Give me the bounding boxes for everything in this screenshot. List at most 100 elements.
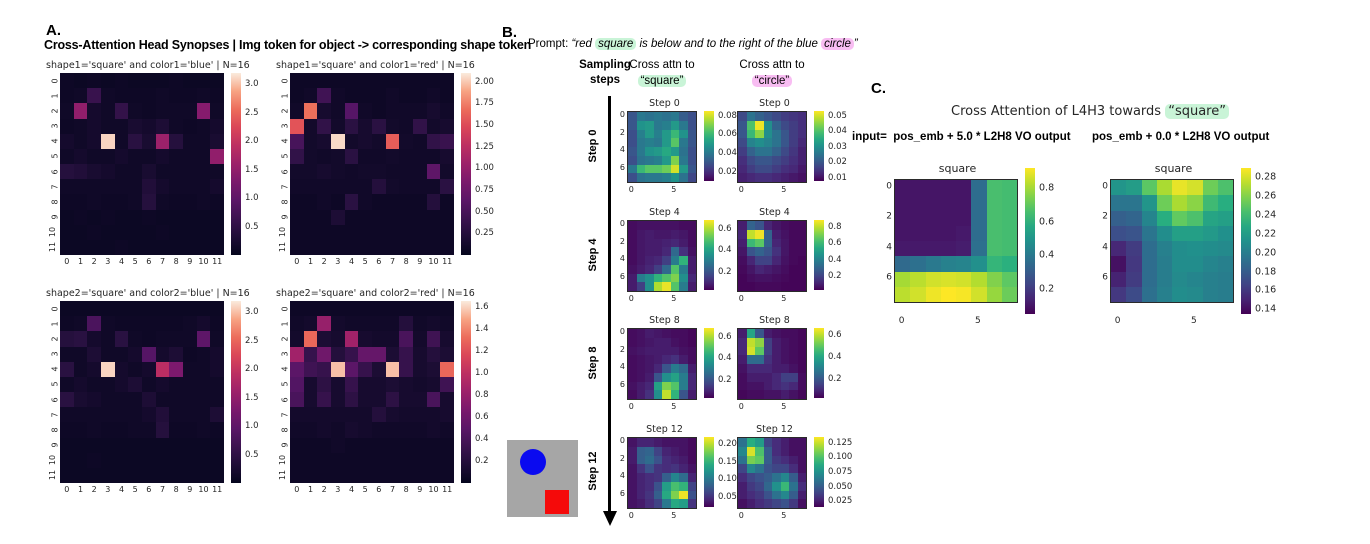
colorbar-tick-label: 0.04: [828, 126, 847, 137]
colorbar: 0.20 0.15 0.10 0.05: [704, 437, 737, 507]
heatmap-cell: [662, 490, 671, 500]
y-tick-label: 1: [280, 321, 290, 327]
heatmap-cell: [645, 155, 654, 165]
heatmap-cell: [746, 247, 755, 256]
heatmap-cell: [87, 346, 101, 362]
heatmap-cell: [895, 241, 911, 257]
heatmap-cell: [763, 164, 772, 174]
heatmap-cell: [101, 118, 115, 134]
heatmap-cell: [670, 455, 679, 465]
heatmap-cell: [210, 164, 224, 180]
heatmap-cell: [763, 129, 772, 139]
heatmap-cell: [910, 195, 926, 211]
heatmap-cell: [87, 194, 101, 210]
heatmap-cell: [331, 452, 345, 468]
heatmap-cell: [210, 88, 224, 104]
colorbar-gradient: [1241, 168, 1251, 314]
heatmap-cell: [670, 221, 679, 230]
heatmap-cell: [1001, 286, 1017, 302]
heatmap-cell: [1187, 271, 1203, 287]
heatmap-cell: [413, 194, 427, 210]
heatmap-cell: [372, 133, 386, 149]
heatmap-cell: [645, 372, 654, 382]
y-tick-label: 2: [619, 127, 625, 137]
colorbar: 0.6 0.4 0.2: [704, 220, 732, 290]
heatmap-cell: [956, 195, 972, 211]
heatmap-cell: [385, 407, 400, 423]
heatmap-cell: [746, 164, 755, 174]
heatmap-cell: [385, 467, 400, 483]
heatmap-cell: [303, 103, 318, 119]
heatmap-cell: [780, 438, 789, 447]
heatmap-cell: [142, 179, 156, 195]
heatmap-cell: [797, 329, 806, 338]
heatmap-c-right: square 0 2 4 6 0.28 0.26 0.24 0.22 0.20 0.18 0.16 0.…: [1096, 162, 1276, 326]
heatmap-cell: [645, 446, 654, 456]
heatmap-cell: [662, 390, 671, 399]
heatmap-cell: [413, 118, 427, 134]
heatmap-cell: [636, 355, 645, 364]
heatmap-cell: [1001, 241, 1017, 257]
heatmap-cell: [385, 346, 400, 362]
heatmap-cell: [358, 422, 372, 438]
heatmap-cell: [114, 103, 129, 119]
heatmap-cell: [73, 422, 88, 438]
heatmap-cell: [789, 164, 798, 174]
heatmap-cell: [687, 473, 696, 482]
heatmap-grid: [627, 111, 697, 183]
heatmap-cell: [426, 467, 441, 483]
heatmap-cell: [925, 271, 941, 287]
heatmap-cell: [679, 381, 688, 391]
heatmap-cell: [746, 438, 755, 447]
heatmap-cell: [746, 256, 755, 265]
colorbar-tick-label: 0.6: [828, 238, 842, 249]
heatmap-cell: [114, 148, 129, 164]
heatmap-cell: [73, 118, 88, 134]
heatmap-cell: [662, 112, 671, 121]
heatmap-title: shape1='square' and color1='red' | N=16: [276, 60, 475, 71]
heatmap-cell: [1126, 195, 1142, 211]
heatmap-cell: [755, 473, 764, 482]
heatmap-cell: [662, 229, 671, 239]
y-tick-label: 0: [1102, 181, 1108, 192]
heatmap-cell: [426, 103, 441, 119]
heatmap-cell: [142, 437, 156, 453]
x-tick-label: 6: [376, 257, 382, 266]
panel-c-input-right: pos_emb + 0.0 * L2H8 VO output: [1092, 131, 1269, 143]
heatmap-cell: [210, 452, 224, 468]
heatmap-cell: [73, 392, 88, 408]
heatmap-cell: [290, 316, 304, 332]
colorbar-tick-label: 1.4: [475, 323, 489, 334]
heatmap-cell: [797, 112, 806, 121]
heatmap-cell: [73, 361, 88, 377]
heatmap-cell: [385, 316, 400, 332]
heatmap-cell: [755, 381, 764, 391]
x-tick-label: 1: [307, 485, 314, 494]
y-tick-label: 6: [619, 271, 625, 281]
heatmap-cell: [895, 256, 911, 272]
heatmap-cell: [1217, 225, 1233, 241]
heatmap-cell: [399, 301, 413, 317]
colorbar-tick-label: 1.25: [475, 141, 494, 152]
heatmap-cell: [925, 180, 941, 196]
heatmap-cell: [780, 337, 789, 347]
heatmap-cell: [183, 392, 197, 408]
heatmap-cell: [155, 73, 170, 89]
heatmap-cell: [628, 390, 637, 399]
heatmap-cell: [645, 221, 654, 230]
heatmap-cell: [755, 446, 764, 456]
heatmap-cell: [971, 241, 987, 257]
heatmap-cell: [687, 221, 696, 230]
heatmap-cell: [772, 346, 781, 356]
heatmap-cell: [636, 173, 645, 182]
colorbar-tick-label: 0.6: [475, 411, 489, 422]
heatmap-cell: [331, 179, 345, 195]
heatmap-cell: [780, 372, 789, 382]
heatmap-cell: [679, 499, 688, 508]
x-tick-label: 11: [442, 485, 453, 494]
colorbar-tick-label: 0.02: [828, 157, 847, 168]
heatmap-cell: [780, 164, 789, 174]
heatmap-cell: [746, 120, 755, 130]
heatmap-cell: [87, 73, 101, 89]
